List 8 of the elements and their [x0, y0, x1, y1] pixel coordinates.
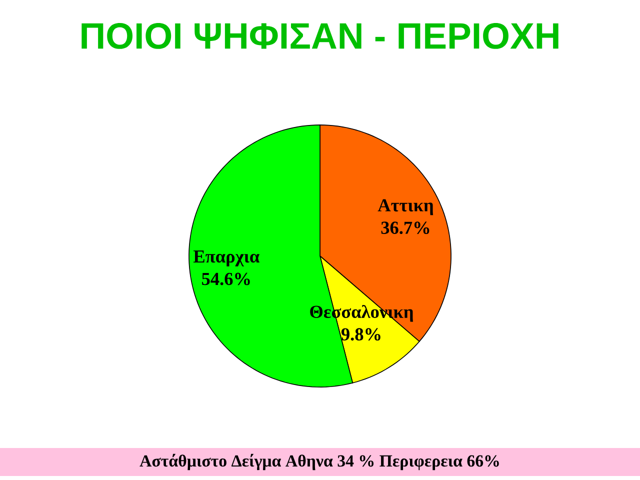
slice-label: Επαρχια — [193, 250, 260, 266]
slice-label: Θεσσαλονικη — [310, 304, 414, 322]
data-label: 9.8% — [341, 328, 380, 341]
data-label: 36.7% — [381, 222, 430, 234]
data-label: 54.6% — [202, 272, 250, 286]
chart-title: ΠΟΙΟΙ ΨΗΦΙΣΑΝ - ΠΕΡΙΟΧΗ — [82, 23, 558, 49]
slice-label: Αττικη — [378, 199, 434, 216]
text: Αστάθμιστο Δείγμα Αθηνα 34 % Περιφερεια 66% — [140, 454, 499, 470]
